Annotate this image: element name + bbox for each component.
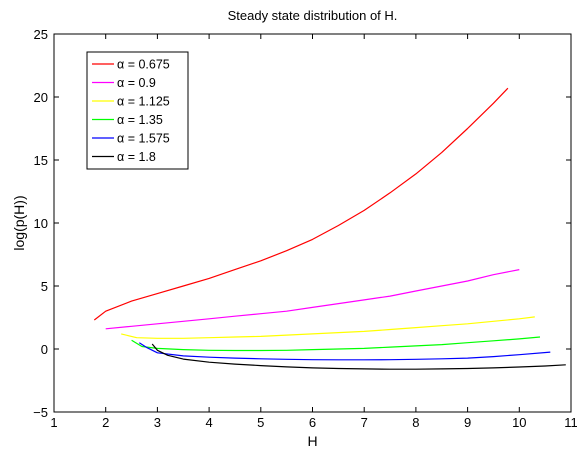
- y-tick-label: 25: [34, 27, 48, 42]
- legend-label-4: α = 1.35: [117, 113, 163, 127]
- series-line-3: [121, 316, 535, 339]
- x-tick-label: 7: [361, 415, 368, 430]
- y-tick-label: −5: [33, 405, 48, 420]
- x-tick-label: 2: [102, 415, 109, 430]
- x-tick-label: 8: [412, 415, 419, 430]
- legend-label-5: α = 1.575: [117, 132, 170, 146]
- y-axis-label: log(p(H)): [11, 195, 27, 250]
- tick-layer: 1 2 3 4 5 6 7 8 9 10 11 −5 0 5 10 15 20 25: [33, 27, 577, 430]
- x-axis-label: H: [307, 433, 317, 449]
- y-tick-label: 20: [34, 90, 48, 105]
- axes-box: [53, 33, 572, 413]
- y-tick-label: 5: [41, 279, 48, 294]
- series-line-6: [151, 343, 566, 370]
- series-line-2: [105, 269, 520, 330]
- y-tick-label: 0: [41, 342, 48, 357]
- x-tick-label: 1: [50, 415, 57, 430]
- y-tick-label: 10: [34, 216, 48, 231]
- y-tick-label: 15: [34, 153, 48, 168]
- x-tick-label: 9: [464, 415, 471, 430]
- x-tick-label: 11: [564, 415, 577, 430]
- legend-label-2: α = 0.9: [117, 76, 156, 90]
- x-tick-label: 3: [154, 415, 161, 430]
- x-tick-label: 6: [309, 415, 316, 430]
- legend-label-3: α = 1.125: [117, 95, 170, 109]
- x-tick-label: 5: [257, 415, 264, 430]
- chart-title: Steady state distribution of H.: [228, 8, 398, 23]
- x-tick-label: 10: [512, 415, 526, 430]
- legend: α = 0.675 α = 0.9 α = 1.125 α = 1.35 α = 1.5…: [86, 51, 189, 170]
- series-line-5: [138, 342, 551, 361]
- series-line-1: [93, 87, 509, 321]
- series-layer: [93, 87, 566, 370]
- legend-label-1: α = 0.675: [117, 58, 170, 72]
- legend-label-6: α = 1.8: [117, 150, 156, 164]
- legend-box: [86, 51, 189, 170]
- series-line-4: [131, 336, 541, 352]
- x-tick-label: 4: [205, 415, 212, 430]
